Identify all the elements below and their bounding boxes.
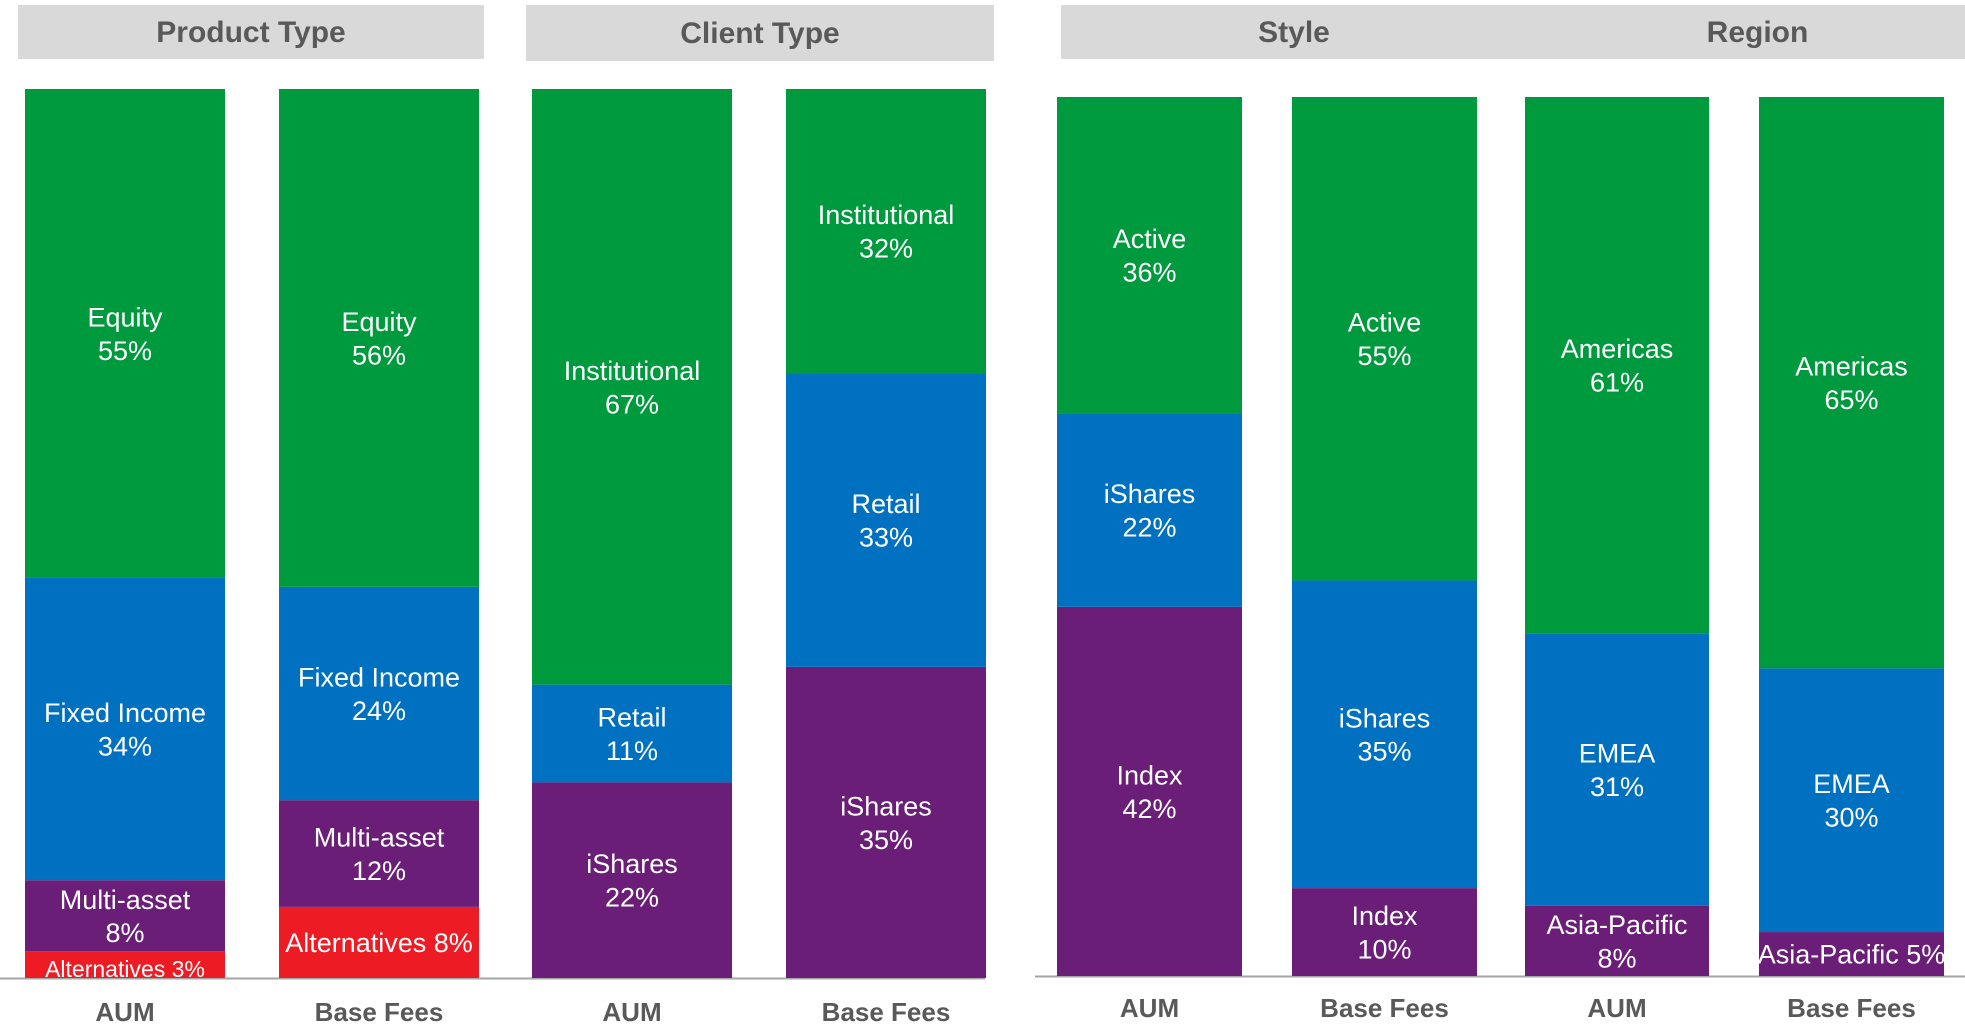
panel-title: Region (1707, 16, 1809, 49)
panel-product-type: Product Type Alternatives 3% Multi-asset 8%… (18, 5, 484, 1026)
segment-institutional (532, 89, 732, 685)
segment-multi-asset (25, 880, 225, 952)
data-label: Fixed Income 24% (298, 663, 460, 726)
category-label: Base Fees (1787, 993, 1916, 1023)
segment-retail (532, 684, 732, 783)
panel-title: Product Type (156, 16, 345, 49)
bar-base-fees: Asia-Pacific 5% EMEA 30% Americas 65% Base Fe… (1758, 97, 1946, 1023)
segment-americas (1759, 97, 1944, 669)
category-label: AUM (602, 997, 661, 1026)
segment-fixed-income (25, 577, 225, 881)
category-label: Base Fees (315, 997, 444, 1026)
segment-equity (279, 89, 479, 587)
bar-aum: Asia-Pacific 8% EMEA 31% Americas 61% AUM (1525, 97, 1709, 1023)
data-label: Alternatives 3% (45, 956, 205, 982)
data-label: EMEA 31% (1579, 738, 1656, 801)
bar-base-fees: Index 10% iShares 35% Active 55% Base Fees (1292, 97, 1477, 1023)
data-label: Index 42% (1116, 760, 1183, 823)
panel-client-type: Client Type iShares 22% Retail 11% Institutio… (526, 5, 994, 1026)
data-label: iShares 35% (1339, 703, 1431, 766)
data-label: Asia-Pacific 8% (1546, 910, 1687, 973)
category-label: AUM (1587, 993, 1646, 1023)
segment-ishares (786, 666, 986, 978)
segment-institutional (786, 89, 986, 374)
panel-region: Region Asia-Pacific 8% EMEA 31% Americas 61% AU… (1525, 5, 1965, 1023)
segment-americas (1525, 97, 1709, 634)
segment-ishares (532, 782, 732, 978)
category-label: Base Fees (1320, 993, 1449, 1023)
data-label: Equity 56% (341, 307, 417, 370)
bar-aum: iShares 22% Retail 11% Institutional 67% AUM (532, 89, 732, 1026)
segment-multi-asset (279, 800, 479, 907)
data-label: Asia-Pacific 5% (1758, 940, 1946, 970)
segment-asia-pacific (1525, 905, 1709, 976)
data-label: Index 10% (1351, 901, 1418, 964)
panel-header (526, 5, 994, 61)
data-label: Institutional 32% (818, 200, 955, 263)
segment-ishares (1292, 580, 1477, 889)
data-label: Active 36% (1113, 224, 1187, 287)
data-label: Institutional 67% (564, 356, 701, 419)
panel-header (18, 5, 484, 59)
bar-base-fees: iShares 35% Retail 33% Institutional 32% Base … (786, 89, 986, 1026)
data-label: Americas 61% (1561, 334, 1674, 397)
data-label: Retail 33% (851, 489, 920, 552)
panel-header (1525, 5, 1965, 59)
segment-active (1057, 97, 1242, 414)
category-label: Base Fees (822, 997, 951, 1026)
segment-emea (1759, 668, 1944, 933)
segment-emea (1525, 633, 1709, 906)
data-label: Equity 55% (87, 302, 163, 365)
data-label: Retail 11% (597, 703, 666, 766)
data-label: Multi-asset 12% (314, 823, 445, 886)
panel-header (1061, 5, 1527, 59)
data-label: Active 55% (1348, 308, 1422, 371)
data-label: Fixed Income 34% (44, 698, 206, 761)
panel-title: Style (1258, 16, 1330, 49)
bar-aum: Alternatives 3% Multi-asset 8% Fixed Income… (25, 89, 225, 1026)
panel-title: Client Type (680, 17, 839, 50)
segment-ishares (1057, 413, 1242, 607)
data-label: Multi-asset 8% (60, 885, 191, 948)
bar-base-fees: Alternatives 8% Multi-asset 12% Fixed Incom… (279, 89, 479, 1026)
segment-active (1292, 97, 1477, 581)
data-label: iShares 22% (1104, 479, 1196, 542)
category-label: AUM (95, 997, 154, 1026)
segment-alternatives (25, 951, 225, 978)
data-label: Americas 65% (1795, 352, 1908, 415)
segment-retail (786, 373, 986, 667)
segment-equity (25, 89, 225, 578)
segment-alternatives (279, 906, 479, 978)
bar-aum: Index 42% iShares 22% Active 36% AUM (1057, 97, 1242, 1023)
segment-fixed-income (279, 586, 479, 801)
category-label: AUM (1120, 993, 1179, 1023)
data-label: iShares 22% (586, 849, 678, 912)
data-label: iShares 35% (840, 791, 932, 854)
data-label: EMEA 30% (1813, 769, 1890, 832)
segment-index (1057, 606, 1242, 976)
data-label: Alternatives 8% (285, 928, 473, 958)
segment-asia-pacific (1759, 932, 1944, 976)
segment-index (1292, 888, 1477, 976)
